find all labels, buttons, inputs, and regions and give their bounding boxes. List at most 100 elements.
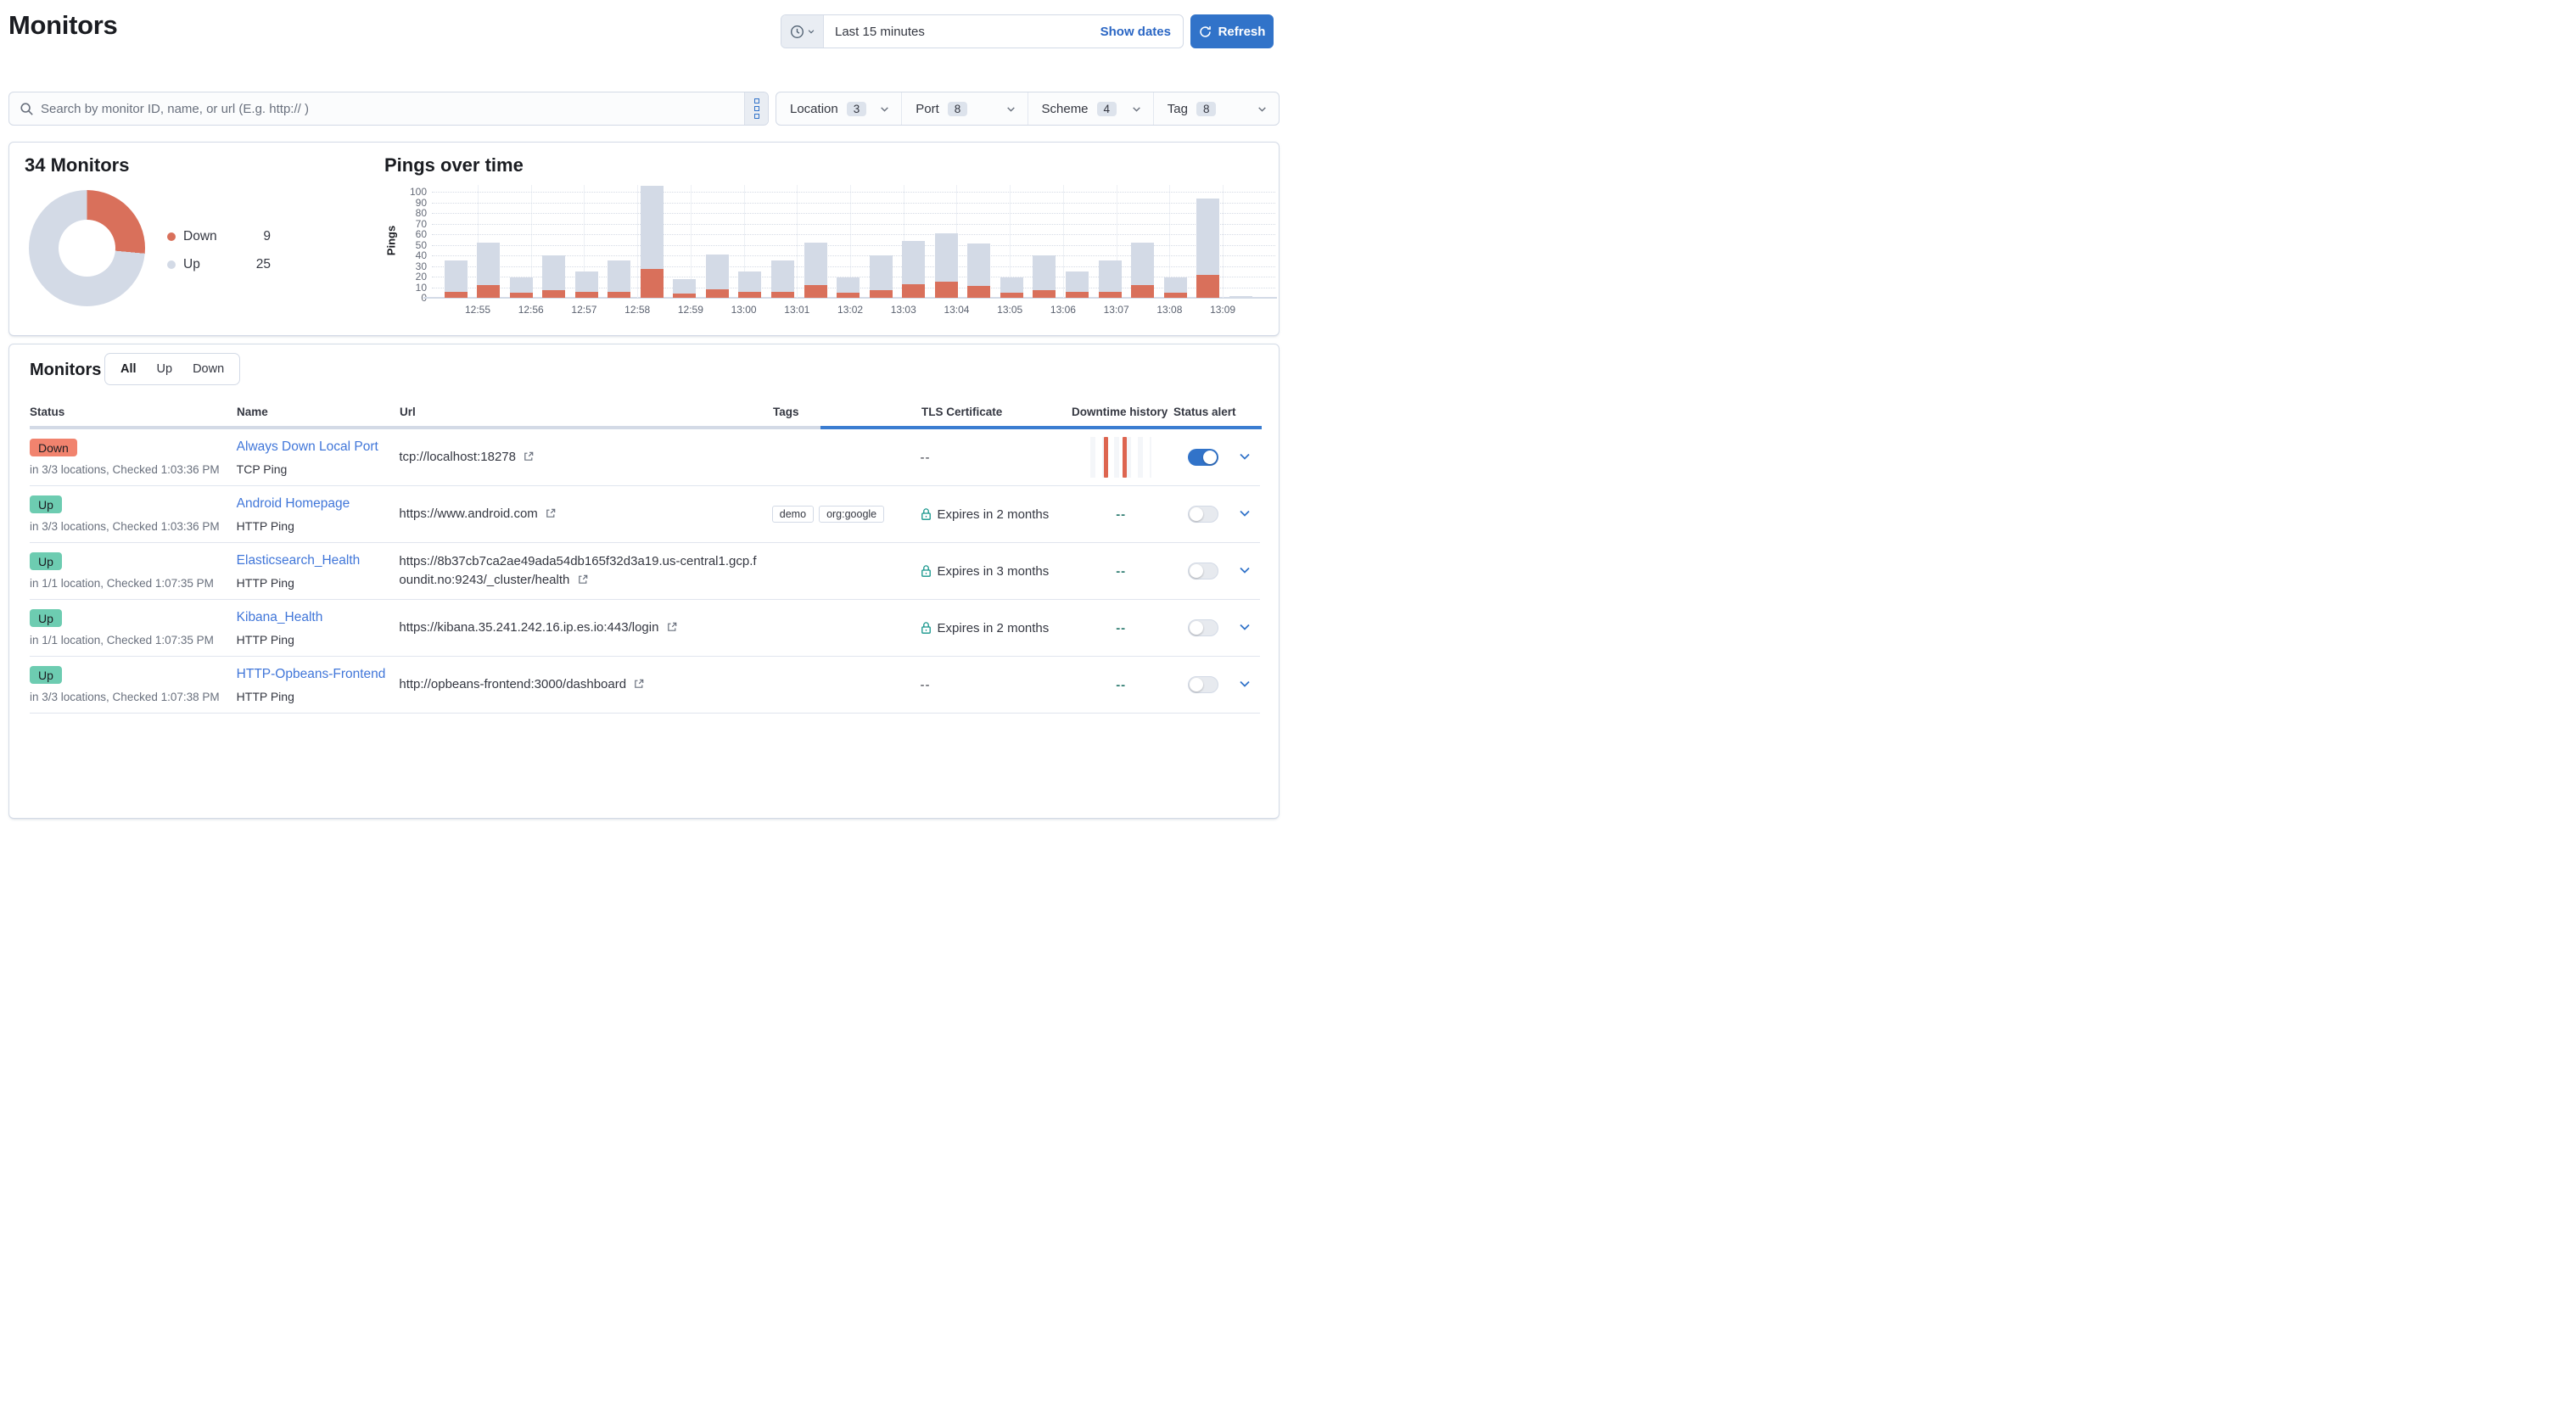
bar-segment-up bbox=[1066, 271, 1089, 292]
bar-segment-up bbox=[1164, 277, 1187, 293]
status-alert-toggle[interactable] bbox=[1188, 676, 1218, 693]
chart-bar bbox=[771, 260, 794, 298]
name-cell: Kibana_Health HTTP Ping bbox=[237, 610, 400, 647]
overview-stats-panel: 34 Monitors Down 9 Up 25 Pings over time… bbox=[8, 142, 1280, 336]
pings-chart-title: Pings over time bbox=[384, 154, 524, 176]
filter-dropdown-port[interactable]: Port 8 bbox=[901, 92, 1027, 125]
y-axis-tick: 20 bbox=[416, 271, 427, 283]
bar-segment-up bbox=[1000, 277, 1023, 293]
time-picker-quick-menu[interactable] bbox=[781, 15, 824, 48]
donut-legend: Down 9 Up 25 bbox=[167, 222, 271, 278]
y-axis-ticks: 0102030405060708090100 bbox=[389, 185, 427, 298]
expand-row-button[interactable] bbox=[1235, 674, 1255, 697]
monitor-name-link[interactable]: HTTP-Opbeans-Frontend bbox=[237, 667, 400, 682]
search-input[interactable] bbox=[41, 92, 744, 125]
column-header-status: Status bbox=[30, 406, 237, 418]
external-link-icon bbox=[578, 574, 588, 585]
bar-segment-down bbox=[608, 292, 630, 299]
tab-up[interactable]: Up bbox=[147, 362, 183, 376]
filter-dropdown-scheme[interactable]: Scheme 4 bbox=[1028, 92, 1153, 125]
filter-label: Tag bbox=[1168, 102, 1188, 116]
bar-segment-up bbox=[837, 277, 860, 293]
toggle-knob bbox=[1190, 621, 1203, 635]
tags-cell: demo org:google bbox=[772, 506, 921, 523]
bar-segment-down bbox=[706, 289, 729, 298]
kql-syntax-button[interactable] bbox=[744, 92, 768, 125]
toggle-knob bbox=[1190, 678, 1203, 691]
chart-bar bbox=[902, 241, 925, 299]
expand-row-button[interactable] bbox=[1235, 503, 1255, 526]
tls-expiry-text: -- bbox=[921, 451, 931, 465]
bar-segment-down bbox=[1000, 293, 1023, 298]
status-detail: in 3/3 locations, Checked 1:03:36 PM bbox=[30, 520, 237, 533]
status-alert-cell bbox=[1172, 619, 1235, 636]
expand-row-button[interactable] bbox=[1235, 446, 1255, 469]
refresh-button[interactable]: Refresh bbox=[1190, 14, 1274, 48]
status-alert-toggle[interactable] bbox=[1188, 563, 1218, 579]
y-axis-tick: 80 bbox=[416, 207, 427, 219]
status-alert-toggle[interactable] bbox=[1188, 449, 1218, 466]
status-alert-toggle[interactable] bbox=[1188, 619, 1218, 636]
x-axis-label: 13:01 bbox=[784, 304, 809, 316]
tag-badge[interactable]: org:google bbox=[819, 506, 884, 523]
table-row: Up in 1/1 location, Checked 1:07:35 PM E… bbox=[30, 543, 1260, 600]
expand-row-button[interactable] bbox=[1235, 560, 1255, 583]
monitor-url-link[interactable]: https://8b37cb7ca2ae49ada54db165f32d3a19… bbox=[399, 554, 756, 588]
chart-bar bbox=[542, 255, 565, 298]
search-icon bbox=[9, 92, 41, 125]
chart-bar bbox=[510, 277, 533, 298]
chevron-down-icon bbox=[879, 104, 890, 115]
x-axis-label: 12:58 bbox=[624, 304, 650, 316]
downtime-history-cell: -- bbox=[1070, 678, 1172, 692]
bar-segment-up bbox=[706, 255, 729, 289]
time-range-value[interactable]: Last 15 minutes bbox=[824, 15, 1100, 48]
monitor-name-link[interactable]: Always Down Local Port bbox=[237, 439, 400, 455]
monitor-url-link[interactable]: https://kibana.35.241.242.16.ip.es.io:44… bbox=[399, 620, 676, 635]
bar-segment-up bbox=[1099, 260, 1122, 291]
chevron-down-icon bbox=[1238, 450, 1252, 463]
url-cell: http://opbeans-frontend:3000/dashboard bbox=[399, 675, 771, 695]
show-dates-link[interactable]: Show dates bbox=[1100, 15, 1183, 48]
url-cell: https://kibana.35.241.242.16.ip.es.io:44… bbox=[399, 619, 771, 638]
expand-row-button[interactable] bbox=[1235, 617, 1255, 640]
grid-line-horizontal bbox=[432, 224, 1275, 225]
filter-label: Scheme bbox=[1042, 102, 1089, 116]
toggle-knob bbox=[1190, 564, 1203, 578]
filter-dropdown-location[interactable]: Location 3 bbox=[776, 92, 901, 125]
legend-item-up[interactable]: Up 25 bbox=[167, 250, 271, 278]
status-alert-cell bbox=[1172, 563, 1235, 579]
pings-bar-chart bbox=[432, 185, 1275, 298]
tab-down[interactable]: Down bbox=[182, 362, 234, 376]
filter-count-badge: 8 bbox=[948, 102, 968, 116]
chart-bar bbox=[1099, 260, 1122, 298]
x-axis-labels: 12:5512:5612:5712:5812:5913:0013:0113:02… bbox=[432, 304, 1275, 317]
monitor-url-link[interactable]: tcp://localhost:18278 bbox=[399, 450, 534, 464]
legend-item-down[interactable]: Down 9 bbox=[167, 222, 271, 250]
chart-bar bbox=[706, 255, 729, 298]
monitor-name-link[interactable]: Android Homepage bbox=[237, 496, 400, 512]
status-alert-toggle[interactable] bbox=[1188, 506, 1218, 523]
chart-bar bbox=[935, 233, 958, 298]
y-axis-tick: 10 bbox=[416, 282, 427, 294]
tab-all[interactable]: All bbox=[110, 362, 147, 376]
monitor-name-link[interactable]: Elasticsearch_Health bbox=[237, 553, 400, 568]
filter-dropdown-tag[interactable]: Tag 8 bbox=[1153, 92, 1279, 125]
chevron-down-icon bbox=[1238, 620, 1252, 634]
column-header-status-alert: Status alert bbox=[1173, 406, 1236, 418]
bar-segment-up bbox=[1196, 199, 1219, 275]
url-cell: https://8b37cb7ca2ae49ada54db165f32d3a19… bbox=[399, 552, 771, 591]
tag-badge[interactable]: demo bbox=[772, 506, 814, 523]
grid-line-horizontal bbox=[432, 213, 1275, 214]
monitor-url-link[interactable]: http://opbeans-frontend:3000/dashboard bbox=[399, 677, 644, 691]
monitor-url-link[interactable]: https://www.android.com bbox=[399, 507, 556, 521]
bar-segment-down bbox=[870, 290, 893, 298]
bar-segment-up bbox=[673, 279, 696, 294]
time-range-picker[interactable]: Last 15 minutes Show dates bbox=[781, 14, 1184, 48]
expand-cell bbox=[1235, 446, 1260, 469]
monitor-name-link[interactable]: Kibana_Health bbox=[237, 610, 400, 625]
external-link-icon bbox=[634, 679, 644, 689]
name-cell: Always Down Local Port TCP Ping bbox=[237, 439, 400, 476]
bar-segment-up bbox=[967, 243, 990, 286]
kql-icon bbox=[754, 98, 759, 104]
monitors-table-panel: Monitors AllUpDown StatusNameUrlTagsTLS … bbox=[8, 344, 1280, 819]
